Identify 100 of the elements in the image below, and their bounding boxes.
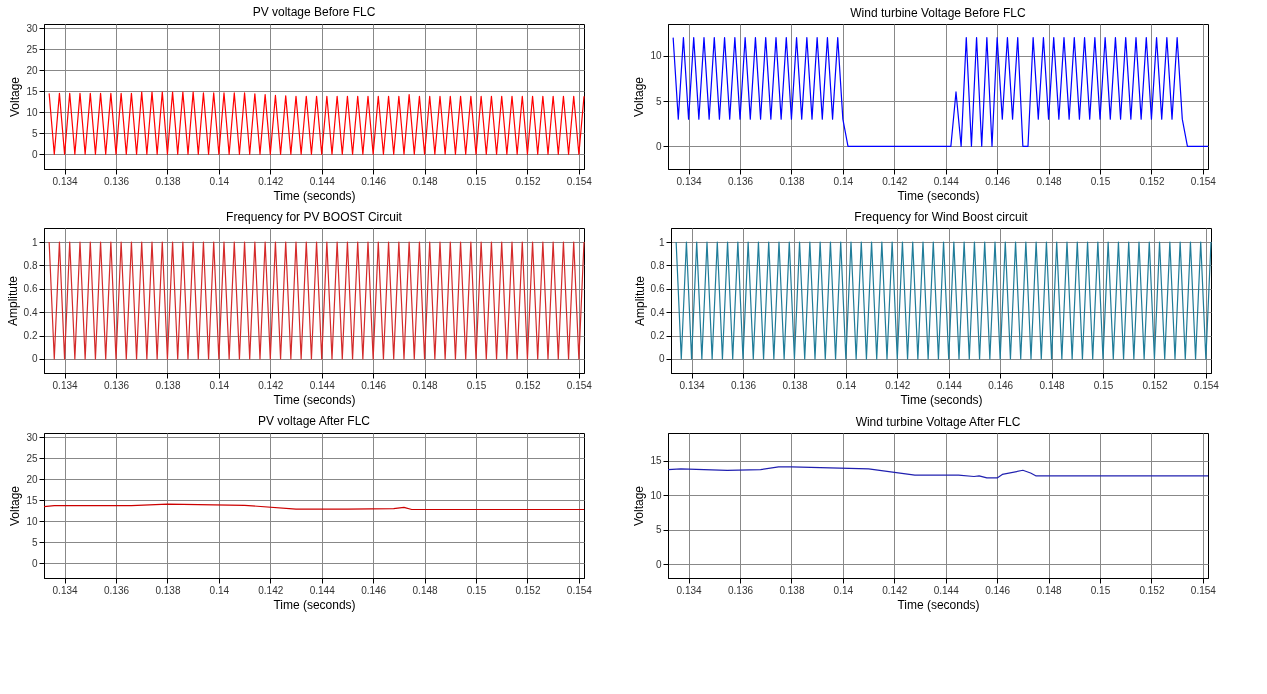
line-series: [672, 36, 1209, 147]
x-tick-label: 0.136: [727, 175, 754, 187]
x-tick-label: 0.146: [985, 175, 1011, 187]
x-tick-label: 0.144: [936, 379, 963, 391]
chart-title: PV voltage After FLC: [257, 414, 371, 429]
x-tick-label: 0.136: [730, 379, 757, 391]
y-tick-label: 0: [655, 558, 662, 570]
y-tick-label: 25: [26, 43, 38, 55]
line-series: [667, 466, 1209, 479]
x-tick-label: 0.15: [466, 379, 487, 391]
x-tick-label: 0.134: [52, 379, 79, 391]
x-axis-title: Time (seconds): [273, 597, 356, 612]
y-tick-label: 10: [26, 515, 38, 527]
x-tick-label: 0.144: [933, 175, 960, 187]
x-tick-label: 0.138: [782, 379, 808, 391]
x-tick-label: 0.148: [412, 584, 439, 596]
x-tick-label: 0.146: [361, 584, 387, 596]
x-tick-label: 0.152: [1142, 379, 1168, 391]
y-tick-label: 0.4: [23, 306, 38, 318]
x-tick-label: 0.134: [676, 584, 703, 596]
x-tick-label: 0.136: [103, 175, 130, 187]
x-tick-label: 0.152: [515, 379, 541, 391]
x-tick-label: 0.154: [1190, 584, 1217, 596]
x-tick-label: 0.148: [412, 379, 439, 391]
x-tick-label: 0.146: [988, 379, 1014, 391]
chart-title: PV voltage Before FLC: [252, 5, 376, 20]
x-tick-label: 0.15: [466, 584, 487, 596]
y-axis-title: Amplitute: [5, 275, 20, 327]
y-axis-title: Voltage: [8, 76, 23, 118]
chart-title: Wind turbine Voltage Before FLC: [850, 6, 1027, 20]
x-tick-label: 0.138: [155, 175, 181, 187]
y-tick-label: 0.8: [23, 259, 38, 271]
x-tick-label: 0.134: [52, 175, 79, 187]
y-axis-title: Voltage: [632, 76, 647, 118]
x-tick-label: 0.138: [155, 584, 181, 596]
x-tick-label: 0.136: [727, 584, 754, 596]
x-tick-label: 0.14: [833, 584, 854, 596]
x-tick-label: 0.154: [1193, 379, 1220, 391]
x-tick-label: 0.142: [882, 175, 908, 187]
x-tick-label: 0.152: [515, 175, 541, 187]
x-tick-label: 0.142: [258, 584, 284, 596]
x-tick-label: 0.14: [209, 175, 230, 187]
x-tick-label: 0.138: [779, 175, 805, 187]
chart-title: Wind turbine Voltage After FLC: [855, 415, 1021, 429]
y-tick-label: 1: [658, 236, 665, 248]
x-axis-title: Time (seconds): [897, 597, 980, 612]
x-tick-label: 0.15: [1090, 175, 1111, 187]
x-tick-label: 0.152: [1139, 584, 1165, 596]
x-tick-label: 0.136: [103, 584, 130, 596]
x-tick-label: 0.138: [155, 379, 181, 391]
x-tick-label: 0.14: [209, 584, 230, 596]
x-tick-label: 0.14: [209, 379, 230, 391]
x-tick-label: 0.15: [466, 175, 487, 187]
x-tick-label: 0.14: [833, 175, 854, 187]
y-tick-label: 0: [31, 148, 38, 160]
x-tick-label: 0.15: [1093, 379, 1114, 391]
y-tick-label: 0: [658, 353, 665, 365]
x-tick-label: 0.138: [779, 584, 805, 596]
y-tick-label: 10: [650, 489, 662, 501]
x-tick-label: 0.154: [566, 379, 593, 391]
x-tick-label: 0.134: [52, 584, 79, 596]
x-tick-label: 0.146: [361, 175, 387, 187]
x-tick-label: 0.134: [676, 175, 703, 187]
x-tick-label: 0.144: [309, 584, 336, 596]
y-tick-label: 30: [26, 22, 38, 34]
y-tick-label: 30: [26, 431, 38, 443]
x-tick-label: 0.136: [103, 379, 130, 391]
x-axis-title: Time (seconds): [273, 392, 356, 407]
y-tick-label: 10: [650, 50, 662, 62]
line-series: [48, 91, 585, 155]
y-tick-label: 15: [650, 455, 662, 467]
y-tick-label: 20: [26, 64, 38, 76]
y-axis-title: Voltage: [632, 485, 647, 527]
y-tick-label: 15: [26, 85, 38, 97]
y-tick-label: 0.2: [23, 330, 38, 342]
x-axis-title: Time (seconds): [273, 188, 356, 203]
x-tick-label: 0.154: [566, 584, 593, 596]
x-tick-label: 0.142: [258, 379, 284, 391]
y-tick-label: 25: [26, 452, 38, 464]
chart-title: Frequency for Wind Boost circuit: [854, 210, 1029, 224]
y-tick-label: 10: [26, 106, 38, 118]
y-axis-title: Voltage: [8, 485, 23, 527]
y-tick-label: 1: [31, 236, 38, 248]
y-tick-label: 0: [655, 140, 662, 152]
x-tick-label: 0.142: [258, 175, 284, 187]
x-axis-title: Time (seconds): [897, 188, 980, 203]
x-tick-label: 0.144: [309, 175, 336, 187]
y-tick-label: 0: [31, 353, 38, 365]
x-tick-label: 0.148: [412, 175, 439, 187]
x-tick-label: 0.146: [361, 379, 387, 391]
y-tick-label: 0.4: [650, 306, 665, 318]
y-tick-label: 0: [31, 557, 38, 569]
x-tick-label: 0.142: [882, 584, 908, 596]
x-tick-label: 0.144: [933, 584, 960, 596]
x-tick-label: 0.14: [836, 379, 857, 391]
x-tick-label: 0.134: [679, 379, 706, 391]
y-tick-label: 20: [26, 473, 38, 485]
y-tick-label: 0.2: [650, 330, 665, 342]
x-tick-label: 0.148: [1036, 175, 1063, 187]
x-tick-label: 0.152: [515, 584, 541, 596]
